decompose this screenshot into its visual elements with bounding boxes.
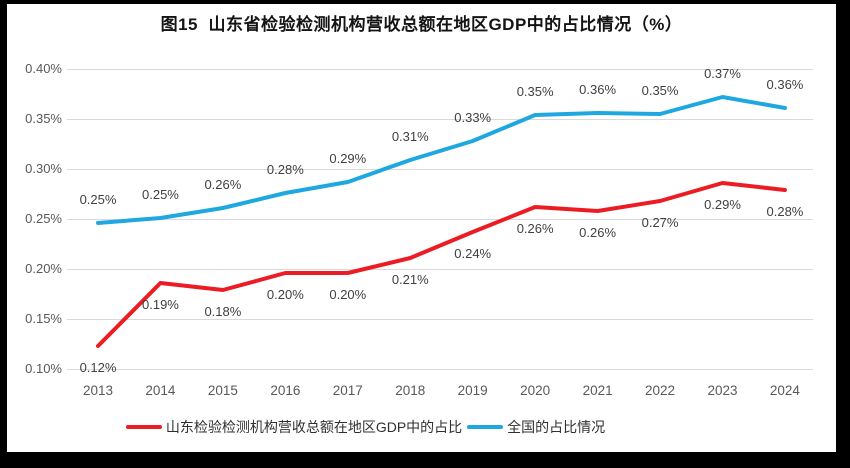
chart-canvas: 图15 山东省检验检测机构营收总额在地区GDP中的占比情况（%） 0.40% 0.… — [7, 4, 836, 452]
data-label: 0.24% — [454, 246, 492, 261]
data-label: 0.29% — [704, 197, 741, 212]
data-label: 0.36% — [766, 77, 804, 92]
y-gridline — [67, 268, 813, 270]
legend: 山东检验检测机构营收总额在地区GDP中的占比 全国的占比情况 — [7, 417, 836, 437]
y-axis-tick-label: 0.35% — [25, 111, 62, 126]
data-label: 0.25% — [142, 187, 179, 202]
x-axis-tick-label: 2021 — [582, 383, 613, 398]
y-axis-tick-label: 0.20% — [25, 261, 62, 276]
x-axis-tick-label: 2016 — [270, 383, 301, 398]
data-label: 0.29% — [329, 151, 367, 166]
data-label: 0.36% — [579, 82, 617, 97]
legend-item: 全国的占比情况 — [467, 417, 605, 437]
data-label: 0.26% — [579, 225, 617, 240]
legend-item: 山东检验检测机构营收总额在地区GDP中的占比 — [125, 417, 463, 437]
x-axis-tick-label: 2019 — [457, 383, 488, 398]
legend-label: 山东检验检测机构营收总额在地区GDP中的占比 — [165, 419, 463, 435]
data-label: 0.12% — [79, 360, 117, 375]
y-axis-tick-label: 0.10% — [25, 361, 62, 376]
data-label: 0.27% — [641, 215, 679, 230]
legend-label: 全国的占比情况 — [507, 419, 606, 435]
data-label: 0.21% — [391, 272, 429, 287]
y-gridline — [67, 218, 813, 220]
data-label: 0.20% — [266, 287, 304, 302]
x-axis-tick-label: 2018 — [395, 383, 426, 398]
data-label: 0.28% — [266, 162, 304, 177]
x-axis-tick-label: 2015 — [207, 383, 238, 398]
y-axis-tick-label: 0.15% — [25, 311, 62, 326]
data-label: 0.33% — [454, 110, 492, 125]
legend-items: 山东检验检测机构营收总额在地区GDP中的占比 全国的占比情况 — [125, 417, 605, 437]
series-line-shandong — [96, 181, 787, 348]
data-label: 0.26% — [516, 221, 554, 236]
data-label: 0.35% — [516, 84, 554, 99]
data-label: 0.26% — [204, 177, 242, 192]
x-axis-tick-label: 2023 — [707, 383, 738, 398]
chart-title: 图15 山东省检验检测机构营收总额在地区GDP中的占比情况（%） — [160, 15, 683, 34]
data-label: 0.35% — [641, 83, 679, 98]
x-axis-tick-label: 2020 — [520, 383, 551, 398]
x-axis-tick-label: 2022 — [645, 383, 676, 398]
legend-line-swatch — [467, 425, 504, 429]
y-gridline — [67, 368, 813, 370]
y-axis-tick-label: 0.30% — [25, 161, 62, 176]
x-axis-tick-label: 2014 — [145, 383, 176, 398]
series-line-national — [96, 95, 787, 225]
y-gridline — [67, 318, 813, 320]
y-gridline — [67, 118, 813, 120]
data-label: 0.19% — [142, 297, 179, 312]
data-label: 0.25% — [79, 192, 117, 207]
y-axis-tick-label: 0.40% — [25, 61, 62, 76]
data-label: 0.18% — [204, 304, 242, 319]
y-axis-tick-label: 0.25% — [25, 211, 62, 226]
data-label: 0.20% — [329, 287, 367, 302]
data-label: 0.37% — [704, 66, 741, 81]
data-label: 0.31% — [391, 129, 429, 144]
x-axis-tick-label: 2024 — [769, 383, 800, 398]
x-axis-tick-label: 2017 — [332, 383, 363, 398]
x-axis-tick-label: 2013 — [82, 383, 114, 398]
y-gridline — [67, 68, 813, 70]
y-gridline — [67, 168, 813, 170]
data-label: 0.28% — [766, 204, 804, 219]
legend-line-swatch — [125, 425, 162, 429]
series-lines — [96, 95, 787, 348]
